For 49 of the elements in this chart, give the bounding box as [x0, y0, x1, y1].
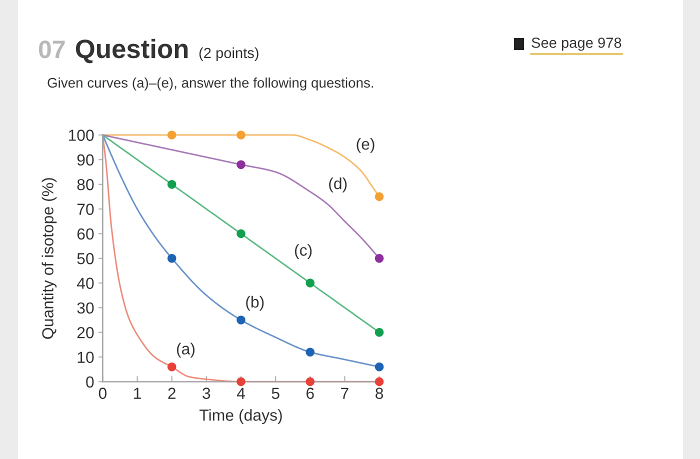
chart-subtitle: Given curves (a)–(e), answer the following questions.	[48, 78, 374, 90]
y-tick-label: 20	[77, 326, 94, 338]
point	[167, 254, 176, 263]
y-tick-label: 40	[76, 278, 94, 289]
point	[374, 377, 384, 386]
y-tick-label: 60	[77, 228, 94, 240]
y-tick-label: 90	[77, 154, 94, 166]
text: See page 978	[532, 38, 622, 51]
x-tick-label: 2	[168, 388, 176, 399]
point	[374, 192, 384, 202]
x-tick-label: 4	[236, 388, 245, 399]
point	[167, 362, 176, 372]
y-tick-label: 0	[86, 376, 94, 388]
point	[306, 377, 315, 386]
x-tick-label: 6	[306, 388, 314, 399]
point	[236, 229, 246, 238]
y-tick-label: 70	[77, 204, 94, 215]
y-tick-label: 100	[68, 130, 94, 141]
y-tick-label: 30	[77, 302, 94, 314]
y-tick-label: 10	[78, 352, 94, 363]
x-tick-label: 1	[134, 388, 141, 399]
point	[167, 130, 176, 140]
point	[374, 328, 384, 337]
point	[236, 316, 246, 324]
y-tick-label: 80	[77, 178, 94, 190]
x-tick-label: 0	[98, 388, 107, 399]
chart-title: Question	[76, 38, 188, 64]
annotation: (d)	[329, 178, 347, 192]
point	[167, 180, 176, 189]
x-tick-label: 7	[341, 388, 348, 399]
point	[306, 278, 315, 288]
point	[236, 130, 246, 140]
y-axis-title: Quantity of isotope (%)	[42, 178, 57, 339]
point	[236, 377, 246, 386]
point	[374, 254, 384, 263]
y-tick-label: 50	[77, 252, 94, 264]
x-tick-label: 8	[376, 388, 384, 399]
point	[236, 160, 246, 169]
point	[306, 348, 315, 356]
text: (2 points)	[199, 47, 258, 62]
x-tick-label: 3	[202, 388, 210, 399]
annotation: (b)	[246, 296, 264, 311]
annotation: (c)	[294, 244, 312, 259]
point	[374, 362, 384, 372]
x-tick-label: 5	[272, 388, 280, 399]
text: 07	[38, 40, 65, 58]
annotation: (a)	[176, 342, 195, 358]
annotation: (e)	[356, 138, 374, 153]
x-axis-title: Time (days)	[200, 409, 282, 424]
